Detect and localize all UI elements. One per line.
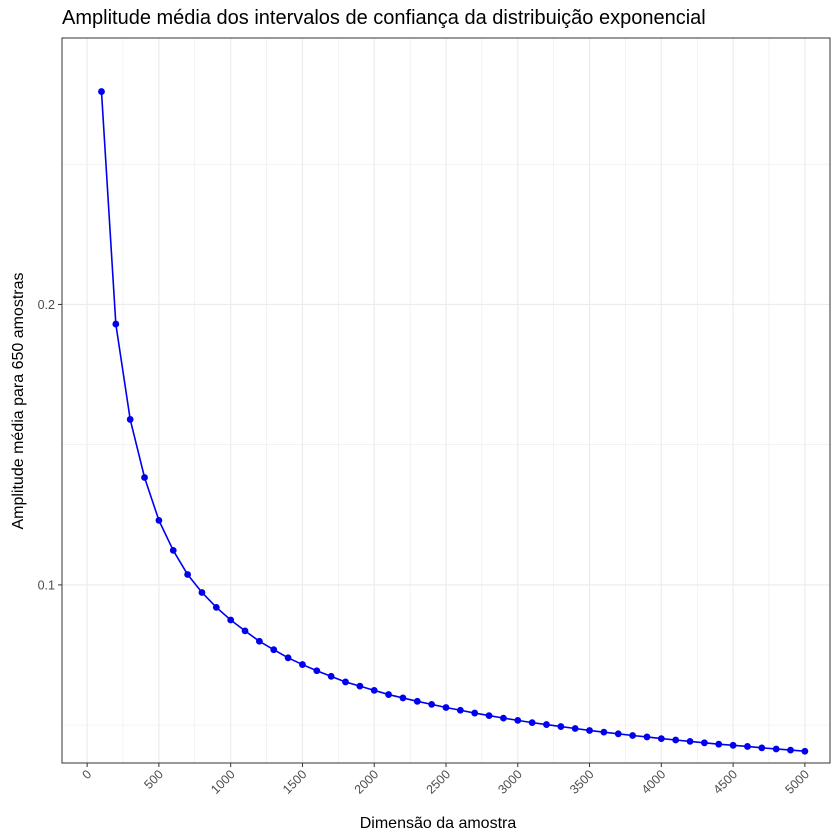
y-tick-label: 0.2 bbox=[38, 298, 55, 312]
data-point bbox=[270, 646, 278, 654]
data-point bbox=[126, 416, 134, 423]
data-point bbox=[629, 732, 637, 739]
data-point bbox=[614, 730, 622, 738]
data-point bbox=[169, 547, 177, 554]
data-point bbox=[112, 320, 120, 328]
data-point bbox=[514, 716, 522, 724]
data-point bbox=[370, 686, 378, 694]
data-point bbox=[657, 735, 665, 742]
data-point bbox=[700, 739, 708, 747]
chart-title: Amplitude média dos intervalos de confia… bbox=[62, 7, 706, 29]
data-point bbox=[255, 637, 263, 645]
data-point bbox=[184, 571, 192, 578]
data-point bbox=[227, 616, 235, 624]
data-point bbox=[485, 712, 493, 720]
data-point bbox=[686, 738, 694, 745]
data-point bbox=[356, 682, 364, 690]
data-point bbox=[600, 728, 608, 736]
data-point bbox=[787, 746, 794, 754]
data-point bbox=[428, 700, 436, 708]
data-point bbox=[456, 706, 464, 714]
y-tick-label: 0.1 bbox=[38, 578, 55, 592]
data-point bbox=[198, 589, 206, 596]
data-point bbox=[471, 709, 479, 717]
data-point bbox=[212, 603, 220, 611]
data-point bbox=[729, 741, 737, 749]
data-point bbox=[442, 704, 450, 711]
data-point bbox=[715, 740, 723, 748]
data-point bbox=[241, 627, 249, 635]
data-point bbox=[399, 694, 407, 702]
data-point bbox=[327, 672, 335, 680]
data-point bbox=[557, 723, 565, 730]
data-point bbox=[571, 725, 579, 732]
data-point bbox=[543, 721, 550, 728]
data-point bbox=[299, 661, 306, 668]
data-point bbox=[744, 743, 751, 750]
data-point bbox=[413, 697, 421, 705]
data-point bbox=[801, 747, 809, 755]
data-point bbox=[284, 654, 292, 662]
data-point bbox=[141, 474, 148, 481]
data-point bbox=[672, 736, 680, 744]
data-point bbox=[528, 719, 536, 727]
data-point bbox=[98, 88, 105, 95]
data-point bbox=[342, 678, 349, 686]
data-point bbox=[155, 516, 163, 524]
data-point bbox=[772, 745, 780, 753]
data-point bbox=[643, 733, 651, 741]
data-point bbox=[385, 691, 392, 698]
y-axis-title: Amplitude média para 650 amostras bbox=[10, 272, 27, 529]
data-point bbox=[313, 667, 321, 675]
data-point bbox=[586, 727, 593, 734]
x-axis-title: Dimensão da amostra bbox=[360, 815, 517, 832]
data-point bbox=[758, 744, 766, 752]
data-point bbox=[500, 714, 507, 722]
